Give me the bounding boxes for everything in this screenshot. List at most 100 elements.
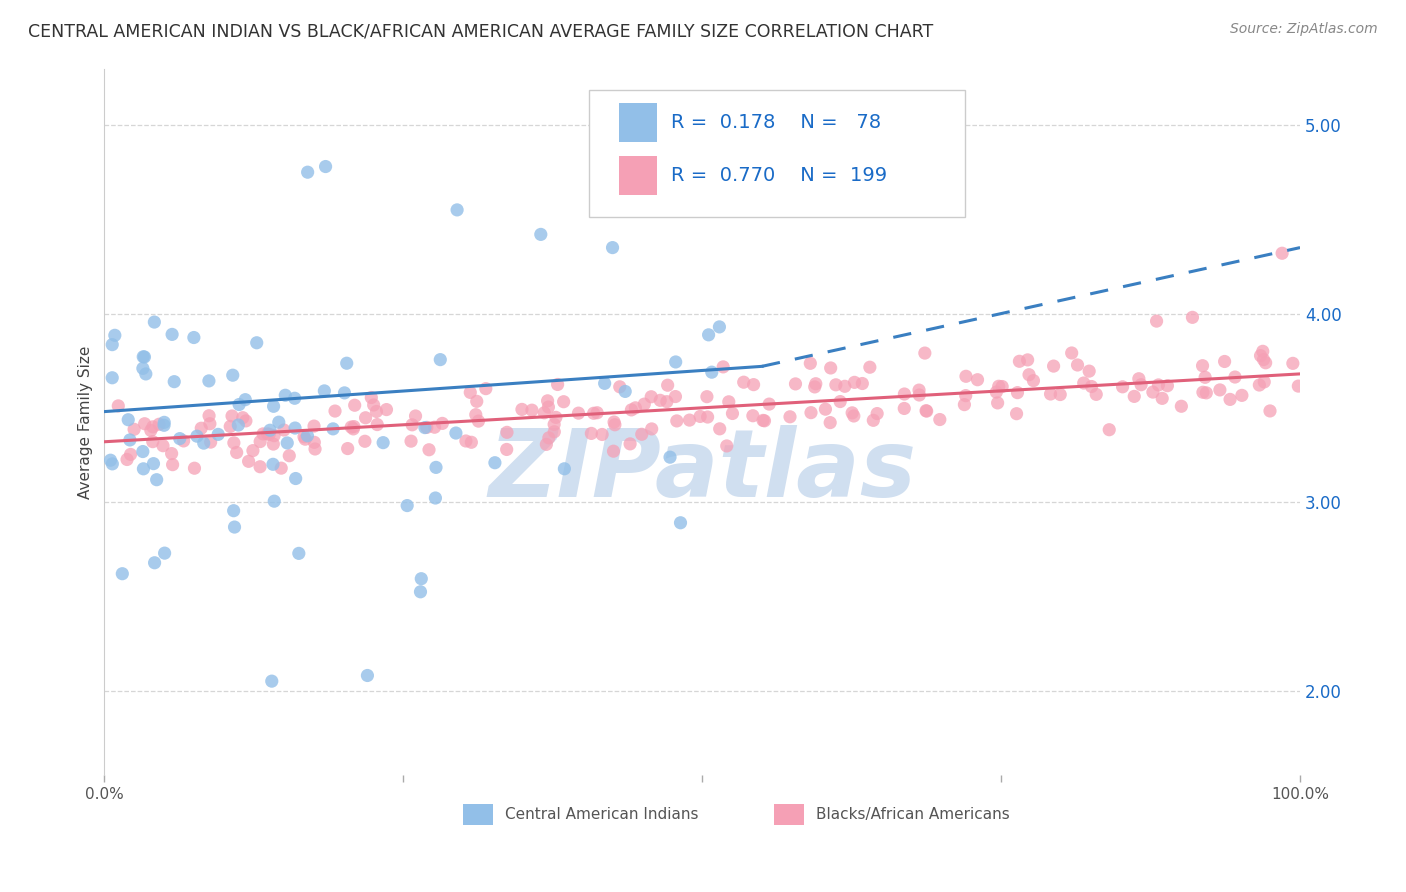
Point: [183, 330, 205, 344]
Point: [252, 426, 274, 441]
Point: [297, 429, 319, 443]
Point: [1254, 356, 1277, 370]
Point: [273, 423, 295, 437]
Point: [620, 403, 643, 417]
Point: [169, 432, 191, 446]
Point: [1039, 387, 1062, 401]
Point: [650, 393, 672, 408]
Point: [411, 572, 433, 586]
Point: [418, 442, 440, 457]
Point: [986, 385, 1008, 400]
Point: [284, 391, 307, 405]
Bar: [619, 156, 657, 195]
Bar: [619, 103, 657, 142]
Point: [893, 387, 915, 401]
Point: [824, 377, 846, 392]
Point: [640, 390, 662, 404]
Point: [859, 360, 882, 375]
Point: [1073, 376, 1095, 390]
Point: [609, 380, 631, 394]
Point: [262, 437, 284, 451]
Bar: [463, 804, 494, 825]
Point: [132, 350, 155, 364]
Point: [678, 413, 700, 427]
Point: [458, 385, 481, 400]
Point: [928, 412, 950, 426]
Point: [343, 419, 366, 434]
Point: [543, 425, 565, 439]
Point: [160, 446, 183, 460]
Point: [754, 414, 776, 428]
Point: [322, 422, 344, 436]
Point: [520, 403, 543, 417]
Point: [256, 426, 278, 441]
Point: [263, 428, 285, 442]
Point: [399, 434, 422, 449]
Point: [257, 427, 280, 442]
Point: [409, 584, 432, 599]
Point: [800, 406, 823, 420]
Text: R =  0.178    N =   78: R = 0.178 N = 78: [671, 113, 882, 132]
Point: [544, 410, 567, 425]
Point: [297, 165, 319, 179]
Point: [222, 368, 245, 383]
Point: [278, 449, 301, 463]
Point: [741, 409, 763, 423]
Point: [340, 420, 363, 434]
Text: ZIPatlas: ZIPatlas: [488, 425, 917, 517]
Point: [132, 444, 155, 458]
Point: [162, 458, 184, 472]
Point: [1098, 423, 1121, 437]
Point: [276, 436, 298, 450]
Point: [484, 456, 506, 470]
Point: [207, 427, 229, 442]
Point: [803, 380, 825, 394]
Point: [1017, 352, 1039, 367]
Point: [101, 457, 124, 471]
Point: [908, 388, 931, 402]
Point: [659, 450, 682, 465]
Point: [475, 382, 498, 396]
Point: [342, 422, 364, 436]
Point: [460, 435, 482, 450]
Point: [336, 356, 359, 370]
Point: [134, 417, 156, 431]
Point: [717, 394, 740, 409]
Point: [163, 375, 186, 389]
Point: [375, 402, 398, 417]
Point: [1156, 378, 1178, 392]
Point: [510, 402, 533, 417]
Point: [143, 556, 166, 570]
Point: [323, 404, 346, 418]
Point: [432, 417, 454, 431]
Point: [1022, 374, 1045, 388]
Point: [1253, 352, 1275, 367]
Point: [405, 409, 427, 423]
Point: [101, 337, 124, 351]
Point: [336, 442, 359, 456]
Point: [536, 437, 558, 451]
Point: [233, 392, 256, 407]
Point: [143, 315, 166, 329]
Point: [221, 409, 243, 423]
Point: [1251, 344, 1274, 359]
Point: [1213, 354, 1236, 368]
Point: [315, 160, 337, 174]
Point: [263, 494, 285, 508]
Point: [1223, 370, 1246, 384]
Point: [153, 546, 176, 560]
Point: [122, 422, 145, 436]
Point: [142, 457, 165, 471]
Point: [142, 420, 165, 434]
Point: [354, 434, 377, 449]
Point: [1080, 379, 1102, 393]
Point: [862, 413, 884, 427]
Point: [401, 417, 423, 432]
Point: [1142, 385, 1164, 400]
Point: [641, 422, 664, 436]
Point: [304, 435, 326, 450]
Point: [553, 394, 575, 409]
Point: [228, 418, 250, 433]
Point: [581, 426, 603, 441]
Point: [363, 398, 385, 412]
